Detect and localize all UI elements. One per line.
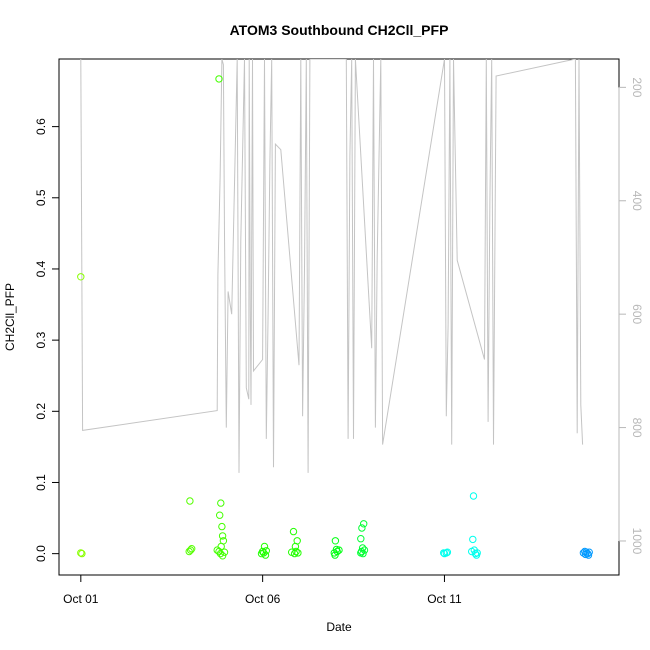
data-point <box>188 545 196 553</box>
y-axis-label: CH2Cll_PFP <box>3 283 17 351</box>
y-tick-label: 0.1 <box>34 474 48 491</box>
x-tick-label: Oct 11 <box>427 592 462 606</box>
data-point <box>260 549 268 557</box>
data-point <box>217 499 225 507</box>
secondary-y-tick-label: 1000 <box>630 528 644 555</box>
y-tick-label: 0.4 <box>34 260 48 277</box>
data-point <box>290 549 299 558</box>
data-point <box>358 544 367 552</box>
data-point <box>216 549 225 558</box>
secondary-y-tick-label: 600 <box>630 304 644 324</box>
data-point <box>581 550 590 559</box>
data-point <box>335 546 343 554</box>
data-point <box>186 546 195 554</box>
data-point <box>357 549 365 557</box>
data-point <box>357 535 365 543</box>
secondary-y-tick-label: 400 <box>630 191 644 211</box>
data-point <box>218 552 227 560</box>
line-series <box>80 59 584 473</box>
y-tick-label: 0.2 <box>34 403 48 420</box>
data-point <box>473 549 481 557</box>
data-point <box>77 549 85 557</box>
line-series-path <box>80 59 584 473</box>
chart-title: ATOM3 Southbound CH2Cll_PFP <box>230 22 449 38</box>
y-tick-label: 0.0 <box>34 545 48 562</box>
plot-frame <box>58 58 620 576</box>
data-point <box>333 547 341 556</box>
data-point <box>469 492 478 500</box>
data-point <box>220 548 229 556</box>
data-point <box>186 497 194 505</box>
y-tick-label: 0.6 <box>34 118 48 135</box>
data-point <box>78 549 86 558</box>
secondary-y-axis: 200 400 600 800 1000 <box>618 77 644 555</box>
y-axis: 0.0 0.1 0.2 0.3 0.4 0.5 0.6 <box>34 118 60 562</box>
data-point <box>442 549 450 557</box>
x-tick-label: Oct 06 <box>245 592 281 606</box>
x-axis-label: Date <box>326 620 352 634</box>
data-point <box>331 551 339 559</box>
data-point <box>289 527 298 536</box>
data-point <box>216 511 224 519</box>
data-point <box>360 520 368 528</box>
data-point <box>215 75 223 83</box>
data-point <box>585 548 593 556</box>
data-point <box>358 524 366 532</box>
data-point <box>77 273 85 281</box>
y-tick-label: 0.5 <box>34 189 48 206</box>
data-point <box>469 535 477 544</box>
data-point <box>261 551 270 559</box>
x-axis: Oct 01 Oct 06 Oct 11 <box>63 574 462 606</box>
plot-area <box>58 58 620 576</box>
data-point <box>218 532 227 540</box>
data-point <box>218 522 226 531</box>
data-point <box>584 551 593 559</box>
point-series <box>77 75 593 560</box>
secondary-y-tick-label: 200 <box>630 77 644 97</box>
data-point <box>443 548 452 556</box>
y-tick-label: 0.3 <box>34 331 48 348</box>
data-point <box>217 542 225 551</box>
data-point <box>440 549 448 557</box>
x-tick-label: Oct 01 <box>63 592 99 606</box>
data-point <box>294 549 302 557</box>
data-point <box>293 537 301 545</box>
data-point <box>331 537 340 545</box>
data-point <box>215 547 223 556</box>
data-point <box>292 547 300 556</box>
secondary-y-tick-label: 800 <box>630 418 644 438</box>
